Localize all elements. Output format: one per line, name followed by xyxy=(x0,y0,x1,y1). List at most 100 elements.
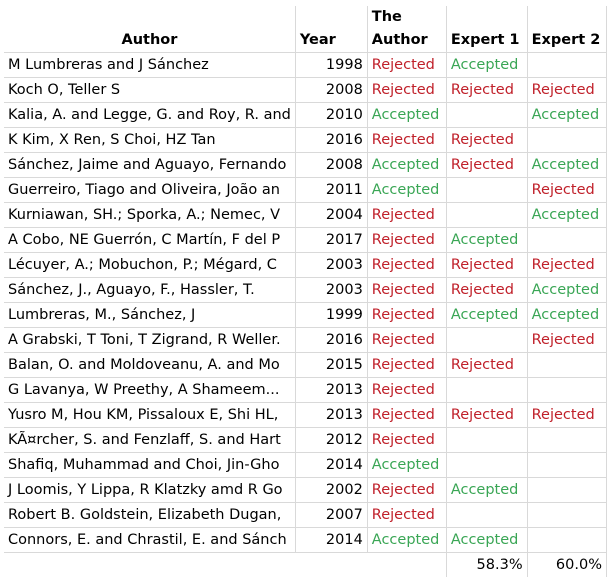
year-cell[interactable]: 2010 xyxy=(295,103,367,128)
expert-1-decision-cell[interactable] xyxy=(446,378,527,403)
expert-2-decision-cell[interactable]: Rejected xyxy=(527,403,606,428)
author-cell[interactable]: K Kim, X Ren, S Choi, HZ Tan xyxy=(4,128,295,153)
expert-2-decision-cell[interactable] xyxy=(527,378,606,403)
expert-1-decision-cell[interactable] xyxy=(446,453,527,478)
the-author-decision-cell[interactable]: Rejected xyxy=(367,303,446,328)
year-cell[interactable]: 1998 xyxy=(295,53,367,78)
expert-2-decision-cell[interactable] xyxy=(527,528,606,553)
the-author-decision-cell[interactable]: Rejected xyxy=(367,203,446,228)
author-cell[interactable]: Kurniawan, SH.; Sporka, A.; Nemec, V xyxy=(4,203,295,228)
the-author-decision-cell[interactable]: Rejected xyxy=(367,128,446,153)
expert-2-decision-cell[interactable] xyxy=(527,228,606,253)
expert-1-decision-cell[interactable]: Rejected xyxy=(446,278,527,303)
the-author-decision-cell[interactable]: Rejected xyxy=(367,278,446,303)
author-cell[interactable]: A Cobo, NE Guerrón, C Martín, F del P xyxy=(4,228,295,253)
the-author-decision-cell[interactable]: Rejected xyxy=(367,428,446,453)
header-expert-1[interactable]: Expert 1 xyxy=(446,6,527,53)
the-author-decision-cell[interactable]: Rejected xyxy=(367,403,446,428)
expert-1-decision-cell[interactable] xyxy=(446,103,527,128)
expert-1-decision-cell[interactable]: Rejected xyxy=(446,253,527,278)
year-cell[interactable]: 2011 xyxy=(295,178,367,203)
header-the-author[interactable]: The Author xyxy=(367,6,446,53)
header-expert-2[interactable]: Expert 2 xyxy=(527,6,606,53)
expert-1-decision-cell[interactable]: Accepted xyxy=(446,478,527,503)
expert-2-decision-cell[interactable] xyxy=(527,128,606,153)
the-author-decision-cell[interactable]: Rejected xyxy=(367,503,446,528)
author-cell[interactable]: Balan, O. and Moldoveanu, A. and Mo xyxy=(4,353,295,378)
author-cell[interactable]: Robert B. Goldstein, Elizabeth Dugan, xyxy=(4,503,295,528)
the-author-decision-cell[interactable]: Accepted xyxy=(367,178,446,203)
author-cell[interactable]: A Grabski, T Toni, T Zigrand, R Weller. xyxy=(4,328,295,353)
year-cell[interactable]: 2004 xyxy=(295,203,367,228)
the-author-decision-cell[interactable]: Rejected xyxy=(367,328,446,353)
author-cell[interactable]: J Loomis, Y Lippa, R Klatzky amd R Go xyxy=(4,478,295,503)
author-cell[interactable]: Connors, E. and Chrastil, E. and Sánch xyxy=(4,528,295,553)
expert-1-decision-cell[interactable]: Accepted xyxy=(446,53,527,78)
expert-1-decision-cell[interactable] xyxy=(446,178,527,203)
author-cell[interactable]: Lécuyer, A.; Mobuchon, P.; Mégard, C xyxy=(4,253,295,278)
expert-1-decision-cell[interactable]: Rejected xyxy=(446,403,527,428)
author-cell[interactable]: Guerreiro, Tiago and Oliveira, João an xyxy=(4,178,295,203)
expert-1-decision-cell[interactable]: Rejected xyxy=(446,353,527,378)
year-cell[interactable]: 2008 xyxy=(295,153,367,178)
author-cell[interactable]: Shafiq, Muhammad and Choi, Jin-Gho xyxy=(4,453,295,478)
expert-1-decision-cell[interactable]: Rejected xyxy=(446,153,527,178)
year-cell[interactable]: 2008 xyxy=(295,78,367,103)
author-cell[interactable]: Sánchez, Jaime and Aguayo, Fernando xyxy=(4,153,295,178)
expert-1-decision-cell[interactable]: Accepted xyxy=(446,228,527,253)
year-cell[interactable]: 2002 xyxy=(295,478,367,503)
expert-2-decision-cell[interactable] xyxy=(527,453,606,478)
year-cell[interactable]: 2016 xyxy=(295,128,367,153)
summary-empty-cell[interactable] xyxy=(295,553,367,577)
year-cell[interactable]: 2017 xyxy=(295,228,367,253)
expert-2-decision-cell[interactable] xyxy=(527,478,606,503)
year-cell[interactable]: 2012 xyxy=(295,428,367,453)
author-cell[interactable]: Yusro M, Hou KM, Pissaloux E, Shi HL, xyxy=(4,403,295,428)
header-year[interactable]: Year xyxy=(295,6,367,53)
expert-2-decision-cell[interactable]: Accepted xyxy=(527,203,606,228)
the-author-decision-cell[interactable]: Accepted xyxy=(367,153,446,178)
expert-2-decision-cell[interactable] xyxy=(527,428,606,453)
expert-2-decision-cell[interactable] xyxy=(527,503,606,528)
expert-2-decision-cell[interactable]: Accepted xyxy=(527,303,606,328)
expert-2-decision-cell[interactable]: Rejected xyxy=(527,78,606,103)
author-cell[interactable]: G Lavanya, W Preethy, A Shameem... xyxy=(4,378,295,403)
header-author[interactable]: Author xyxy=(4,6,295,53)
expert-2-decision-cell[interactable]: Rejected xyxy=(527,253,606,278)
the-author-decision-cell[interactable]: Rejected xyxy=(367,478,446,503)
summary-empty-cell[interactable] xyxy=(4,553,295,577)
year-cell[interactable]: 2016 xyxy=(295,328,367,353)
the-author-decision-cell[interactable]: Rejected xyxy=(367,78,446,103)
author-cell[interactable]: Lumbreras, M., Sánchez, J xyxy=(4,303,295,328)
year-cell[interactable]: 2014 xyxy=(295,453,367,478)
year-cell[interactable]: 2003 xyxy=(295,278,367,303)
the-author-decision-cell[interactable]: Accepted xyxy=(367,453,446,478)
author-cell[interactable]: Sánchez, J., Aguayo, F., Hassler, T. xyxy=(4,278,295,303)
the-author-decision-cell[interactable]: Accepted xyxy=(367,528,446,553)
expert-1-decision-cell[interactable]: Accepted xyxy=(446,303,527,328)
expert-2-decision-cell[interactable]: Accepted xyxy=(527,278,606,303)
expert-2-agreement-percent[interactable]: 60.0% xyxy=(527,553,606,577)
year-cell[interactable]: 2013 xyxy=(295,378,367,403)
year-cell[interactable]: 2013 xyxy=(295,403,367,428)
year-cell[interactable]: 2003 xyxy=(295,253,367,278)
the-author-decision-cell[interactable]: Rejected xyxy=(367,253,446,278)
year-cell[interactable]: 2015 xyxy=(295,353,367,378)
year-cell[interactable]: 1999 xyxy=(295,303,367,328)
the-author-decision-cell[interactable]: Rejected xyxy=(367,353,446,378)
year-cell[interactable]: 2007 xyxy=(295,503,367,528)
the-author-decision-cell[interactable]: Rejected xyxy=(367,53,446,78)
author-cell[interactable]: M Lumbreras and J Sánchez xyxy=(4,53,295,78)
the-author-decision-cell[interactable]: Accepted xyxy=(367,103,446,128)
expert-1-decision-cell[interactable] xyxy=(446,203,527,228)
the-author-decision-cell[interactable]: Rejected xyxy=(367,228,446,253)
expert-2-decision-cell[interactable] xyxy=(527,353,606,378)
expert-2-decision-cell[interactable]: Rejected xyxy=(527,178,606,203)
year-cell[interactable]: 2014 xyxy=(295,528,367,553)
expert-1-decision-cell[interactable] xyxy=(446,503,527,528)
expert-1-decision-cell[interactable]: Rejected xyxy=(446,128,527,153)
expert-1-decision-cell[interactable]: Accepted xyxy=(446,528,527,553)
author-cell[interactable]: KÃ¤rcher, S. and Fenzlaff, S. and Hart xyxy=(4,428,295,453)
author-cell[interactable]: Koch O, Teller S xyxy=(4,78,295,103)
the-author-decision-cell[interactable]: Rejected xyxy=(367,378,446,403)
